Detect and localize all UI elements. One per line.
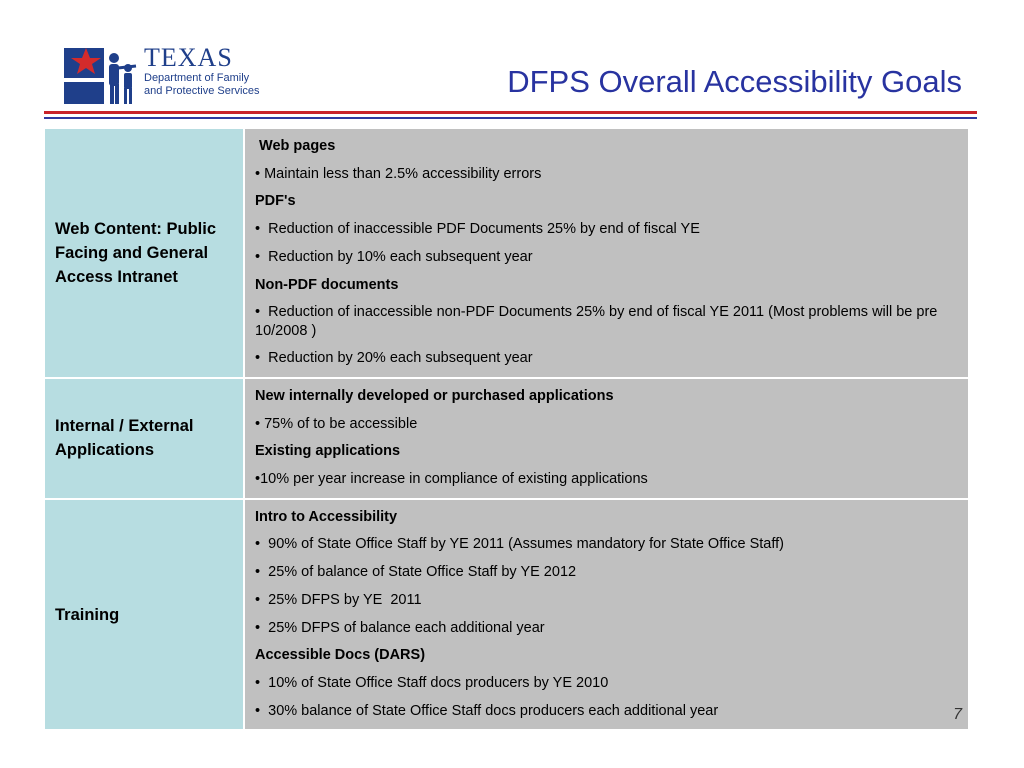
section-heading: Intro to Accessibility <box>255 508 398 525</box>
section-heading: Non-PDF documents <box>255 276 399 293</box>
bullet-item: • Maintain less than 2.5% accessibility … <box>255 165 542 182</box>
row-label: Training <box>45 499 245 730</box>
bullet-item: • 25% of balance of State Office Staff b… <box>255 564 577 581</box>
bullet-item: • 75% of to be accessible <box>255 415 418 432</box>
row-content: Web pages • Maintain less than 2.5% acces… <box>245 129 968 377</box>
row-content: Intro to Accessibility • 90% of State Off… <box>245 499 968 730</box>
bullet-item: • 10% of State Office Staff docs produce… <box>255 674 609 691</box>
slide-title: DFPS Overall Accessibility Goals <box>507 64 962 99</box>
section-heading: Web pages <box>255 138 336 154</box>
table-row: Web Content: Public Facing and General A… <box>45 129 968 379</box>
dfps-logo: TEXAS Department of Family and Protectiv… <box>64 44 264 108</box>
bullet-item: • 25% DFPS by YE 2011 <box>255 591 422 608</box>
logo-texas: TEXAS <box>144 43 233 72</box>
title-rule-red <box>44 111 977 114</box>
page-number: 7 <box>953 706 962 723</box>
bullet-item: • 30% balance of State Office Staff docs… <box>255 702 719 719</box>
bullet-item: • Reduction of inaccessible non-PDF Docu… <box>255 304 942 340</box>
bullet-item: •10% per year increase in compliance of … <box>255 471 648 488</box>
row-label: Internal / External Applications <box>45 378 245 498</box>
logo-line1: Department of Family <box>144 72 250 84</box>
section-heading: New internally developed or purchased ap… <box>255 387 614 404</box>
bullet-item: • Reduction by 20% each subsequent year <box>255 350 533 367</box>
bullet-item: • 90% of State Office Staff by YE 2011 (… <box>255 536 784 553</box>
row-label: Web Content: Public Facing and General A… <box>45 129 245 377</box>
logo-text: TEXAS Department of Family and Protectiv… <box>144 44 260 98</box>
logo-line2: and Protective Services <box>144 85 260 97</box>
table-row: Training Intro to Accessibility • 90% of S… <box>45 499 968 732</box>
table-row: Internal / External Applications New inte… <box>45 378 968 500</box>
section-heading: Existing applications <box>255 443 401 460</box>
bullet-item: • 25% DFPS of balance each additional ye… <box>255 619 545 636</box>
row-content: New internally developed or purchased ap… <box>245 378 968 498</box>
goals-table: Web Content: Public Facing and General A… <box>45 128 968 732</box>
title-rule-blue <box>44 117 977 119</box>
texas-star-figures-icon <box>64 48 137 104</box>
section-heading: PDF's <box>255 193 296 210</box>
bullet-item: • Reduction of inaccessible PDF Document… <box>255 221 700 238</box>
section-heading: Accessible Docs (DARS) <box>255 647 426 664</box>
bullet-item: • Reduction by 10% each subsequent year <box>255 248 533 265</box>
